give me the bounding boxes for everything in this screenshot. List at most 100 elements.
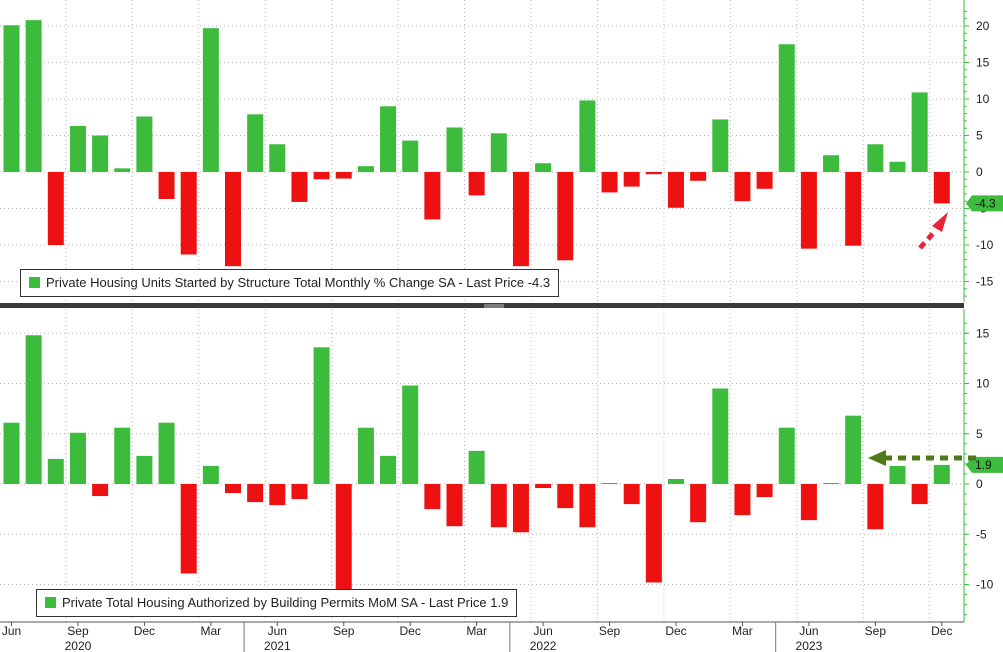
bar-positive	[889, 161, 906, 172]
bar-negative	[225, 172, 241, 267]
last-price-tag	[966, 456, 1003, 473]
bar-positive	[3, 422, 20, 484]
bar-negative	[335, 172, 352, 179]
bar-positive	[313, 347, 330, 484]
bar-positive	[202, 465, 219, 484]
legend-housing-starts: Private Housing Units Started by Structu…	[20, 269, 560, 297]
legend-text: Private Total Housing Authorized by Buil…	[62, 595, 509, 610]
bar-positive	[380, 455, 397, 484]
bar-negative	[579, 484, 596, 528]
bar-negative	[180, 484, 197, 574]
y-tick-label: 0	[976, 165, 983, 179]
panel-divider	[0, 303, 964, 308]
bar-positive	[712, 388, 729, 484]
y-tick-label: 10	[976, 92, 990, 106]
bar-positive	[136, 116, 153, 172]
year-label: 2020	[65, 639, 92, 652]
year-label: 2021	[264, 639, 291, 652]
bar-positive	[269, 144, 286, 172]
bar-negative	[845, 172, 862, 246]
bar-negative	[734, 172, 751, 202]
annotation-arrow-shaft	[918, 228, 938, 250]
annotation-arrowhead	[932, 212, 948, 232]
legend-text: Private Housing Units Started by Structu…	[46, 275, 551, 290]
bar-negative	[690, 484, 707, 523]
bar-positive	[778, 44, 795, 172]
bar-negative	[867, 484, 884, 530]
bar-negative	[424, 484, 441, 510]
y-tick-label: -10	[976, 238, 994, 252]
bar-negative	[158, 172, 175, 200]
bar-positive	[47, 458, 64, 484]
bar-negative	[535, 484, 552, 489]
bar-positive	[579, 100, 596, 172]
bar-negative	[645, 484, 662, 583]
bar-negative	[911, 484, 928, 505]
bar-positive	[601, 482, 618, 484]
bar-positive	[114, 427, 131, 484]
bar-negative	[47, 172, 64, 245]
x-tick-label: Jun	[799, 624, 818, 638]
bar-positive	[25, 335, 42, 484]
bar-negative	[756, 484, 773, 498]
bar-negative	[313, 172, 330, 180]
bar-positive	[25, 20, 42, 172]
x-tick-label: Sep	[333, 624, 355, 638]
bar-positive	[357, 427, 374, 484]
bar-positive	[490, 133, 507, 172]
bar-positive	[357, 166, 374, 172]
x-tick-label: Mar	[201, 624, 222, 638]
bar-positive	[114, 168, 131, 172]
y-tick-label: 5	[976, 427, 983, 441]
bar-positive	[136, 455, 153, 484]
last-price-label: 1.9	[975, 458, 992, 472]
last-price-tag	[966, 195, 1003, 212]
bar-negative	[690, 172, 707, 181]
bar-positive	[247, 114, 264, 172]
bar-positive	[158, 422, 175, 484]
bar-positive	[202, 28, 219, 172]
bar-positive	[402, 140, 419, 172]
bar-positive	[668, 478, 684, 484]
y-tick-label: -5	[976, 527, 987, 541]
bar-negative	[623, 172, 640, 187]
bar-positive	[845, 415, 862, 484]
x-tick-label: Jun	[533, 624, 552, 638]
legend-swatch-green	[29, 277, 40, 288]
y-tick-label: -10	[976, 578, 994, 592]
bar-negative	[180, 172, 197, 255]
y-tick-label: -15	[976, 275, 994, 289]
bar-negative	[800, 172, 817, 249]
bar-positive	[3, 25, 20, 172]
bar-negative	[269, 484, 286, 506]
y-tick-label: 15	[976, 56, 990, 70]
bar-negative	[734, 484, 751, 516]
x-tick-label: Dec	[134, 624, 155, 638]
bar-positive	[911, 92, 928, 172]
bar-positive	[380, 106, 397, 172]
bar-positive	[933, 464, 950, 484]
bar-negative	[247, 484, 264, 503]
y-tick-label: 5	[976, 129, 983, 143]
x-tick-label: Sep	[865, 624, 887, 638]
bar-negative	[291, 484, 308, 500]
x-tick-label: Dec	[400, 624, 421, 638]
bar-positive	[712, 119, 729, 172]
bar-positive	[69, 126, 86, 172]
year-label: 2022	[530, 639, 557, 652]
bar-positive	[446, 127, 463, 172]
x-tick-label: Mar	[732, 624, 753, 638]
year-label: 2023	[796, 639, 823, 652]
y-tick-label: 0	[976, 477, 983, 491]
x-tick-label: Dec	[665, 624, 686, 638]
bar-negative	[468, 172, 485, 196]
x-tick-label: Jun	[2, 624, 21, 638]
bar-positive	[823, 155, 840, 172]
bar-negative	[933, 172, 950, 204]
bar-negative	[92, 484, 109, 497]
bar-positive	[778, 427, 795, 484]
bar-positive	[69, 432, 86, 484]
bar-positive	[823, 482, 840, 484]
bar-negative	[557, 172, 574, 261]
